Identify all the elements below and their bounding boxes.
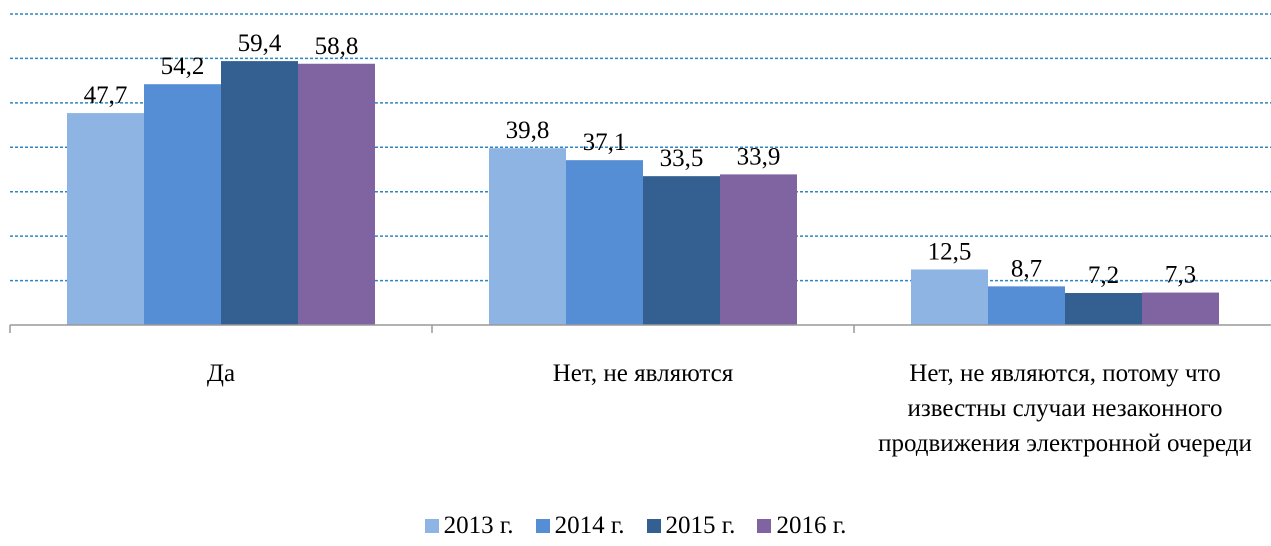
bar xyxy=(67,113,144,325)
value-label: 37,1 xyxy=(583,129,627,156)
bar xyxy=(1142,292,1219,325)
legend-item: 2015 г. xyxy=(646,512,736,540)
legend-swatch xyxy=(757,519,772,533)
legend-label: 2015 г. xyxy=(665,512,736,539)
legend-item: 2013 г. xyxy=(424,512,514,540)
legend-swatch xyxy=(424,519,439,533)
value-label: 47,7 xyxy=(84,82,128,109)
legend-item: 2014 г. xyxy=(535,512,625,540)
bar xyxy=(720,174,797,325)
value-label: 7,3 xyxy=(1165,262,1196,289)
legend-swatch xyxy=(535,519,550,533)
bar xyxy=(144,84,221,325)
value-label: 8,7 xyxy=(1011,255,1042,282)
x-tick-label: Нет, не являются xyxy=(552,360,734,387)
legend-label: 2016 г. xyxy=(776,512,847,539)
value-label: 59,4 xyxy=(238,30,282,57)
x-tick-label: Да xyxy=(206,360,236,387)
value-label: 39,8 xyxy=(506,117,550,144)
bar xyxy=(911,269,988,325)
bar xyxy=(298,63,375,325)
legend-label: 2013 г. xyxy=(443,512,514,539)
value-label: 7,2 xyxy=(1088,262,1119,289)
x-tick-label: Нет, не являются, потому что известны сл… xyxy=(878,360,1252,457)
value-label: 54,2 xyxy=(161,53,205,80)
bar xyxy=(221,61,298,325)
value-label: 12,5 xyxy=(928,238,972,265)
value-label: 58,8 xyxy=(315,33,359,60)
value-label: 33,5 xyxy=(660,145,704,172)
bar xyxy=(988,286,1065,325)
legend-item: 2016 г. xyxy=(757,512,846,540)
legend-label: 2014 г. xyxy=(554,512,625,539)
bar xyxy=(643,176,720,325)
bar xyxy=(1065,293,1142,325)
value-label: 33,9 xyxy=(737,143,781,170)
legend-swatch xyxy=(646,519,661,533)
bar xyxy=(566,160,643,325)
legend: 2013 г. 2014 г. 2015 г. 2016 г. xyxy=(0,512,1271,540)
bar xyxy=(489,148,566,325)
